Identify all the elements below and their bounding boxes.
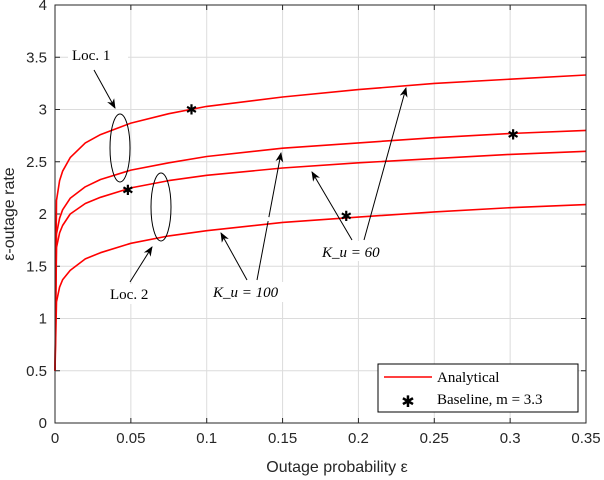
y-axis-label: ε-outage rate xyxy=(1,167,18,261)
analytical-curves xyxy=(54,74,587,371)
loc1-label: Loc. 1 xyxy=(72,48,110,64)
ku60-arrow-loc1 xyxy=(363,87,408,241)
y-tick-labels: 0 0.5 1 1.5 2 2.5 3 3.5 4 xyxy=(26,0,47,432)
analytical-curve xyxy=(54,150,587,371)
x-tick-label: 0.15 xyxy=(268,430,297,447)
plot-area-frame xyxy=(54,4,587,424)
y-tick-label: 2.5 xyxy=(26,154,47,171)
ku100-arrow-loc1 xyxy=(256,152,284,281)
ku100-label: K_u = 100 xyxy=(212,285,279,301)
loc1-ellipse xyxy=(109,113,131,183)
ku60-arrow-loc2 xyxy=(311,171,353,241)
y-tick-label: 0 xyxy=(39,415,47,432)
x-tick-label: 0 xyxy=(51,430,59,447)
legend-box xyxy=(377,363,579,413)
analytical-curve xyxy=(54,203,587,371)
x-tick-label: 0.1 xyxy=(196,430,217,447)
y-tick-label: 2 xyxy=(39,206,47,223)
x-axis-label: Outage probability ε xyxy=(266,459,407,476)
y-tick-label: 0.5 xyxy=(26,363,47,380)
y-tick-label: 3 xyxy=(39,102,47,119)
x-tick-label: 0.05 xyxy=(116,430,145,447)
x-tick-label: 0.2 xyxy=(348,430,369,447)
y-tick-label: 3.5 xyxy=(26,49,47,66)
x-tick-label: 0.35 xyxy=(571,430,600,447)
y-tick-label: 1 xyxy=(39,311,47,328)
x-tick-labels: 0 0.05 0.1 0.15 0.2 0.25 0.3 0.35 xyxy=(51,430,601,447)
x-tick-label: 0.25 xyxy=(420,430,449,447)
analytical-curve xyxy=(54,74,587,371)
baseline-marker: ✱ xyxy=(340,209,352,225)
legend-baseline-label: Baseline, m = 3.3 xyxy=(437,392,543,408)
ku100-arrow-loc2 xyxy=(220,232,248,281)
loc2-label: Loc. 2 xyxy=(110,287,148,303)
legend-baseline-marker: ✱ xyxy=(401,392,414,411)
analytical-curve xyxy=(54,129,587,371)
loc1-arrow xyxy=(93,69,116,109)
ku60-label: K_u = 60 xyxy=(321,245,380,261)
legend: Analytical ✱ Baseline, m = 3.3 xyxy=(377,363,579,413)
baseline-marker: ✱ xyxy=(507,128,519,144)
loc2-arrow xyxy=(129,246,153,283)
baseline-marker: ✱ xyxy=(122,183,134,199)
legend-analytical-label: Analytical xyxy=(437,370,499,386)
grid xyxy=(54,4,587,424)
y-tick-label: 1.5 xyxy=(26,258,47,275)
y-tick-label: 4 xyxy=(39,0,47,14)
annotations xyxy=(93,69,408,283)
baseline-marker: ✱ xyxy=(186,103,198,119)
baseline-markers: ✱ ✱ ✱ ✱ xyxy=(122,103,519,226)
x-tick-label: 0.3 xyxy=(500,430,521,447)
loc2-ellipse xyxy=(150,172,172,242)
